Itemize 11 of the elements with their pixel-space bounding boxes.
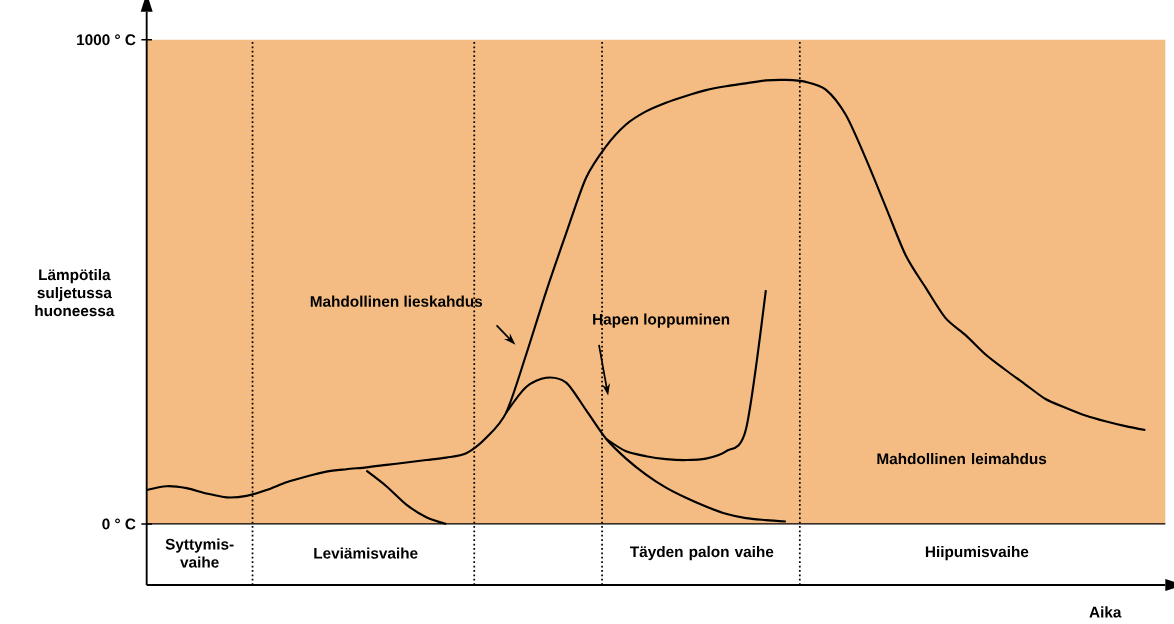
annotation: Leviämisvaihe — [314, 547, 418, 559]
x-axis-title: Aika — [1089, 606, 1122, 618]
annotation: Hiipumisvaihe — [925, 545, 1029, 561]
annotation: Mahdollinen leimahdus — [877, 452, 1047, 465]
y-tick-label: 1000 ° C — [77, 34, 136, 46]
annotation: Mahdollinen lieskahdus — [310, 295, 483, 307]
y-tick-label: 0 ° C — [102, 518, 136, 530]
annotation: Syttymis-vaihe — [165, 538, 234, 568]
annotation: Täyden palon vaihe — [630, 545, 774, 561]
y-axis-title: Lämpötila suljetussa huoneessa — [35, 268, 115, 317]
annotation: Hapen loppuminen — [593, 313, 730, 328]
